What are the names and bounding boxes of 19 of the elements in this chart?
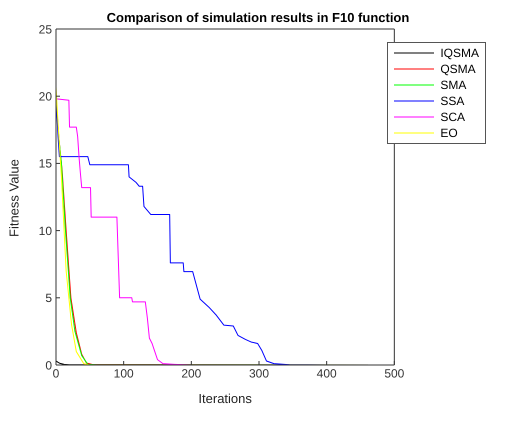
x-tick-label: 400: [316, 366, 337, 381]
y-tick-label: 20: [38, 89, 52, 104]
y-tick-label: 25: [38, 22, 52, 36]
x-tick-label: 300: [248, 366, 270, 381]
legend-label: IQSMA: [440, 45, 479, 61]
y-axis-title: Fitness Value: [6, 159, 22, 237]
legend-label: SMA: [440, 77, 466, 93]
legend-label: SSA: [440, 93, 464, 109]
chart-title: Comparison of simulation results in F10 function: [106, 10, 410, 25]
y-tick-label: 5: [45, 291, 52, 306]
legend-label: QSMA: [440, 61, 476, 77]
x-axis-title: Iterations: [198, 391, 252, 406]
x-tick-label: 100: [114, 366, 134, 381]
x-tick-label: 200: [181, 366, 202, 381]
x-tick-label: 500: [384, 366, 405, 381]
y-tick-label: 15: [38, 156, 52, 171]
y-tick-label: 10: [38, 224, 52, 238]
legend-label: EO: [440, 125, 458, 141]
legend-label: SCA: [440, 109, 466, 125]
